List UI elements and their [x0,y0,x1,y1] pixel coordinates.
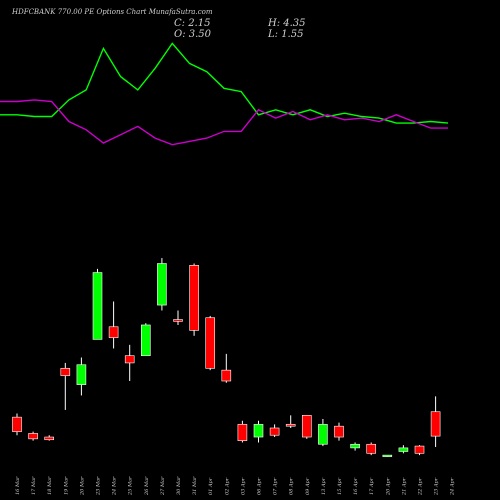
open-value: O: 3.50 [174,29,212,40]
x-tick-label: 18 Mar [47,476,53,495]
x-tick-label: 30 Mar [176,476,182,495]
x-tick-label: 20 Apr [385,477,391,496]
candle-body [76,364,87,385]
low-value: L: 1.55 [268,29,304,40]
candle-body [189,265,199,331]
candle-body [124,355,135,364]
high-value: H: 4.35 [268,18,306,29]
candle-body [366,443,377,454]
x-tick-label: 26 Mar [144,476,150,496]
candle-body [285,424,296,427]
candle-body [28,433,38,440]
x-tick-label: 01 Apr [208,477,214,495]
candle-body [414,445,425,454]
candle-body [92,272,103,340]
x-tick-label: 03 Apr [240,477,246,495]
x-tick-label: 24 Mar [112,476,118,496]
x-tick-label: 02 Apr [224,477,230,495]
candle-body [382,454,393,457]
candle-body [430,411,441,437]
x-tick-label: 16 Mar [15,476,21,495]
x-tick-label: 08 Apr [289,477,295,495]
chart-title: HDFCBANK 770.00 PE Options Chart MunafaS… [12,8,213,16]
candle-body [301,415,312,438]
x-tick-label: 20 Mar [79,476,85,496]
x-tick-label: 06 Apr [257,477,263,495]
candle-body [237,424,248,441]
x-tick-label: 09 Apr [305,477,311,495]
x-tick-label: 17 Apr [369,477,375,495]
x-tick-label: 16 Apr [353,477,359,495]
x-tick-label: 21 Apr [401,477,407,496]
x-tick-label: 27 Mar [160,476,166,496]
x-tick-label: 22 Apr [418,477,424,496]
candle-body [318,424,328,445]
candlestick-series [12,258,441,457]
x-axis: 16 Mar 17 Mar 18 Mar 19 Mar 20 Mar 23 Mar 24 M… [15,476,456,496]
x-tick-label: 23 Apr [434,477,440,496]
candle-body [141,324,151,356]
x-tick-label: 17 Mar [31,476,37,495]
candle-body [334,425,344,438]
candle-body [398,447,409,452]
candle-body [221,369,232,382]
candle-body [269,427,280,436]
candle-body [60,368,71,376]
x-tick-label: 15 Apr [337,477,343,495]
x-tick-label: 31 Mar [192,476,198,495]
candle-body [157,263,167,306]
candle-body [350,443,360,449]
candle-body [108,326,119,338]
candle-body [205,317,215,369]
x-tick-label: 24 Apr [450,477,456,496]
candle-body [173,319,183,322]
indicator-line-1 [0,42,449,124]
x-tick-label: 07 Apr [273,477,279,495]
indicator-lines [0,42,449,146]
candle-body [44,436,55,441]
x-tick-label: 13 Apr [321,477,327,495]
x-tick-label: 23 Mar [96,476,102,496]
candle-body [12,416,22,432]
indicator-line-2 [0,99,448,146]
x-tick-label: 19 Mar [63,476,69,495]
x-tick-label: 25 Mar [128,476,134,496]
candle-body [253,424,264,438]
close-value: C: 2.15 [174,18,211,29]
